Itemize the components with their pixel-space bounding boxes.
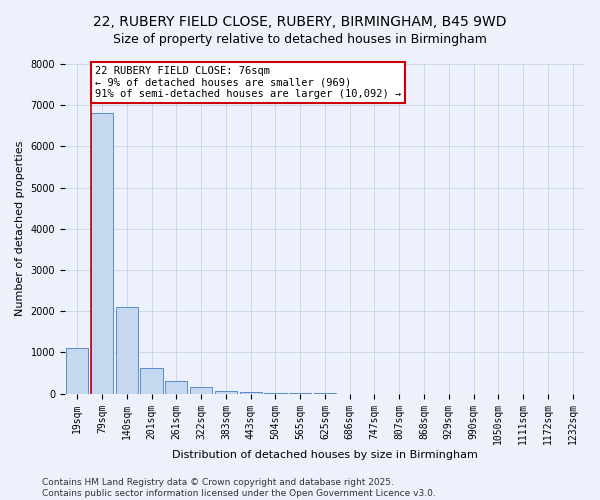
Text: 22 RUBERY FIELD CLOSE: 76sqm
← 9% of detached houses are smaller (969)
91% of se: 22 RUBERY FIELD CLOSE: 76sqm ← 9% of det…: [95, 66, 401, 100]
Y-axis label: Number of detached properties: Number of detached properties: [15, 141, 25, 316]
Bar: [140, 368, 163, 394]
X-axis label: Distribution of detached houses by size in Birmingham: Distribution of detached houses by size …: [172, 450, 478, 460]
Text: Contains HM Land Registry data © Crown copyright and database right 2025.
Contai: Contains HM Land Registry data © Crown c…: [42, 478, 436, 498]
Bar: [239, 392, 262, 394]
Text: Size of property relative to detached houses in Birmingham: Size of property relative to detached ho…: [113, 32, 487, 46]
Bar: [66, 348, 88, 394]
Bar: [165, 381, 187, 394]
Text: 22, RUBERY FIELD CLOSE, RUBERY, BIRMINGHAM, B45 9WD: 22, RUBERY FIELD CLOSE, RUBERY, BIRMINGH…: [93, 15, 507, 29]
Bar: [190, 388, 212, 394]
Bar: [91, 114, 113, 394]
Bar: [264, 393, 287, 394]
Bar: [215, 390, 237, 394]
Bar: [116, 307, 138, 394]
